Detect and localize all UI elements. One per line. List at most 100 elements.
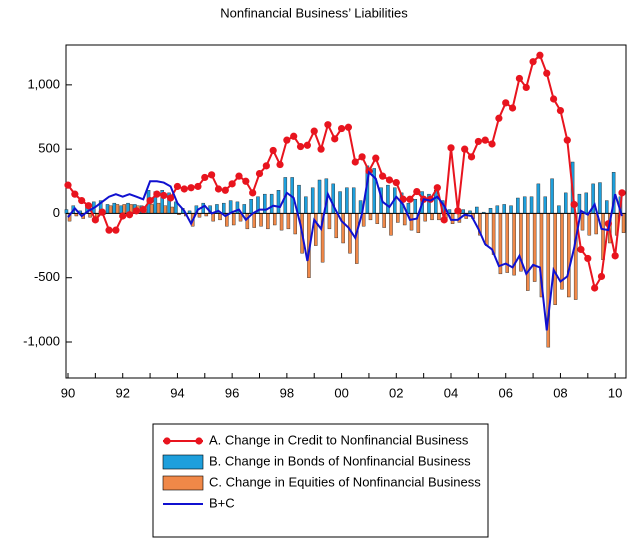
- point: [529, 58, 537, 66]
- bar: [475, 206, 479, 214]
- point: [91, 216, 99, 224]
- bar: [502, 204, 506, 214]
- bar: [314, 213, 318, 246]
- bar: [249, 199, 253, 214]
- bar: [286, 213, 291, 230]
- bar: [413, 199, 418, 214]
- bar: [252, 213, 256, 228]
- y-tick-label: 0: [53, 205, 60, 220]
- bar: [532, 213, 537, 282]
- point: [221, 186, 229, 194]
- x-tick-label: 04: [444, 385, 458, 400]
- bar: [348, 213, 352, 254]
- point: [488, 140, 496, 148]
- point: [139, 205, 147, 214]
- bar: [621, 213, 626, 233]
- point: [201, 173, 209, 182]
- bar: [218, 213, 222, 221]
- point: [132, 207, 140, 215]
- point: [467, 153, 476, 161]
- point: [440, 216, 448, 224]
- point: [474, 137, 482, 146]
- point: [262, 162, 270, 170]
- bar: [526, 213, 530, 291]
- point: [173, 182, 182, 191]
- bar: [222, 202, 226, 214]
- bar: [423, 213, 427, 222]
- bar: [557, 205, 561, 214]
- legend-swatch: [162, 454, 204, 470]
- point: [584, 254, 592, 263]
- y-tick-label: -500: [34, 269, 60, 284]
- bar: [598, 182, 602, 214]
- bar: [297, 184, 301, 214]
- legend-marker: [163, 437, 171, 445]
- x-tick-label: 94: [170, 385, 184, 400]
- point: [180, 185, 188, 193]
- chart-title: Nonfinancial Business’ Liabilities: [220, 5, 408, 20]
- bar: [567, 213, 571, 298]
- point: [591, 284, 599, 292]
- point: [296, 142, 305, 151]
- bar: [163, 205, 168, 214]
- bar: [122, 204, 126, 214]
- point: [611, 252, 619, 260]
- point: [344, 123, 353, 131]
- point: [290, 132, 298, 140]
- point: [392, 178, 400, 187]
- bar: [105, 204, 110, 214]
- bar: [368, 213, 373, 221]
- bar: [553, 213, 557, 305]
- x-tick-label: 98: [280, 385, 294, 400]
- point: [310, 127, 318, 135]
- bar: [491, 213, 496, 255]
- point: [385, 176, 394, 184]
- point: [447, 144, 455, 152]
- point: [543, 69, 551, 77]
- point: [481, 136, 489, 144]
- bar: [112, 202, 117, 214]
- bar: [543, 196, 547, 214]
- bar: [584, 192, 589, 214]
- bar: [334, 213, 339, 239]
- legend-swatch: [162, 475, 204, 491]
- x-tick-label: 00: [334, 385, 348, 400]
- legend-label: B. Change in Bonds of Nonfinancial Busin…: [209, 453, 471, 468]
- bar: [170, 206, 174, 214]
- point: [166, 194, 175, 202]
- x-tick-label: 10: [608, 385, 622, 400]
- point: [563, 136, 571, 144]
- point: [351, 158, 359, 166]
- bar: [351, 187, 356, 214]
- bar: [529, 196, 534, 214]
- bar: [389, 213, 393, 236]
- bar: [327, 213, 332, 230]
- point: [406, 195, 414, 203]
- bar: [149, 204, 154, 214]
- bar: [245, 213, 250, 230]
- bar: [564, 192, 568, 214]
- point: [317, 145, 325, 153]
- y-tick-label: 500: [38, 141, 60, 156]
- point: [556, 106, 565, 115]
- bar: [276, 190, 281, 214]
- bar: [560, 213, 564, 290]
- bar: [402, 213, 407, 226]
- x-tick-label: 06: [498, 385, 512, 400]
- point: [112, 226, 120, 234]
- x-tick-label: 92: [115, 385, 129, 400]
- point: [597, 272, 606, 281]
- x-tick-label: 08: [553, 385, 567, 400]
- legend-label: B+C: [209, 495, 235, 510]
- point: [502, 99, 510, 107]
- legend-label: C. Change in Equities of Nonfinancial Bu…: [209, 474, 481, 489]
- point: [618, 189, 626, 197]
- series-line: [67, 170, 623, 331]
- point: [228, 180, 236, 188]
- x-tick-label: 02: [389, 385, 403, 400]
- point: [413, 187, 421, 196]
- point: [255, 169, 264, 178]
- point: [249, 189, 257, 197]
- bar: [495, 205, 500, 214]
- bar: [536, 183, 541, 214]
